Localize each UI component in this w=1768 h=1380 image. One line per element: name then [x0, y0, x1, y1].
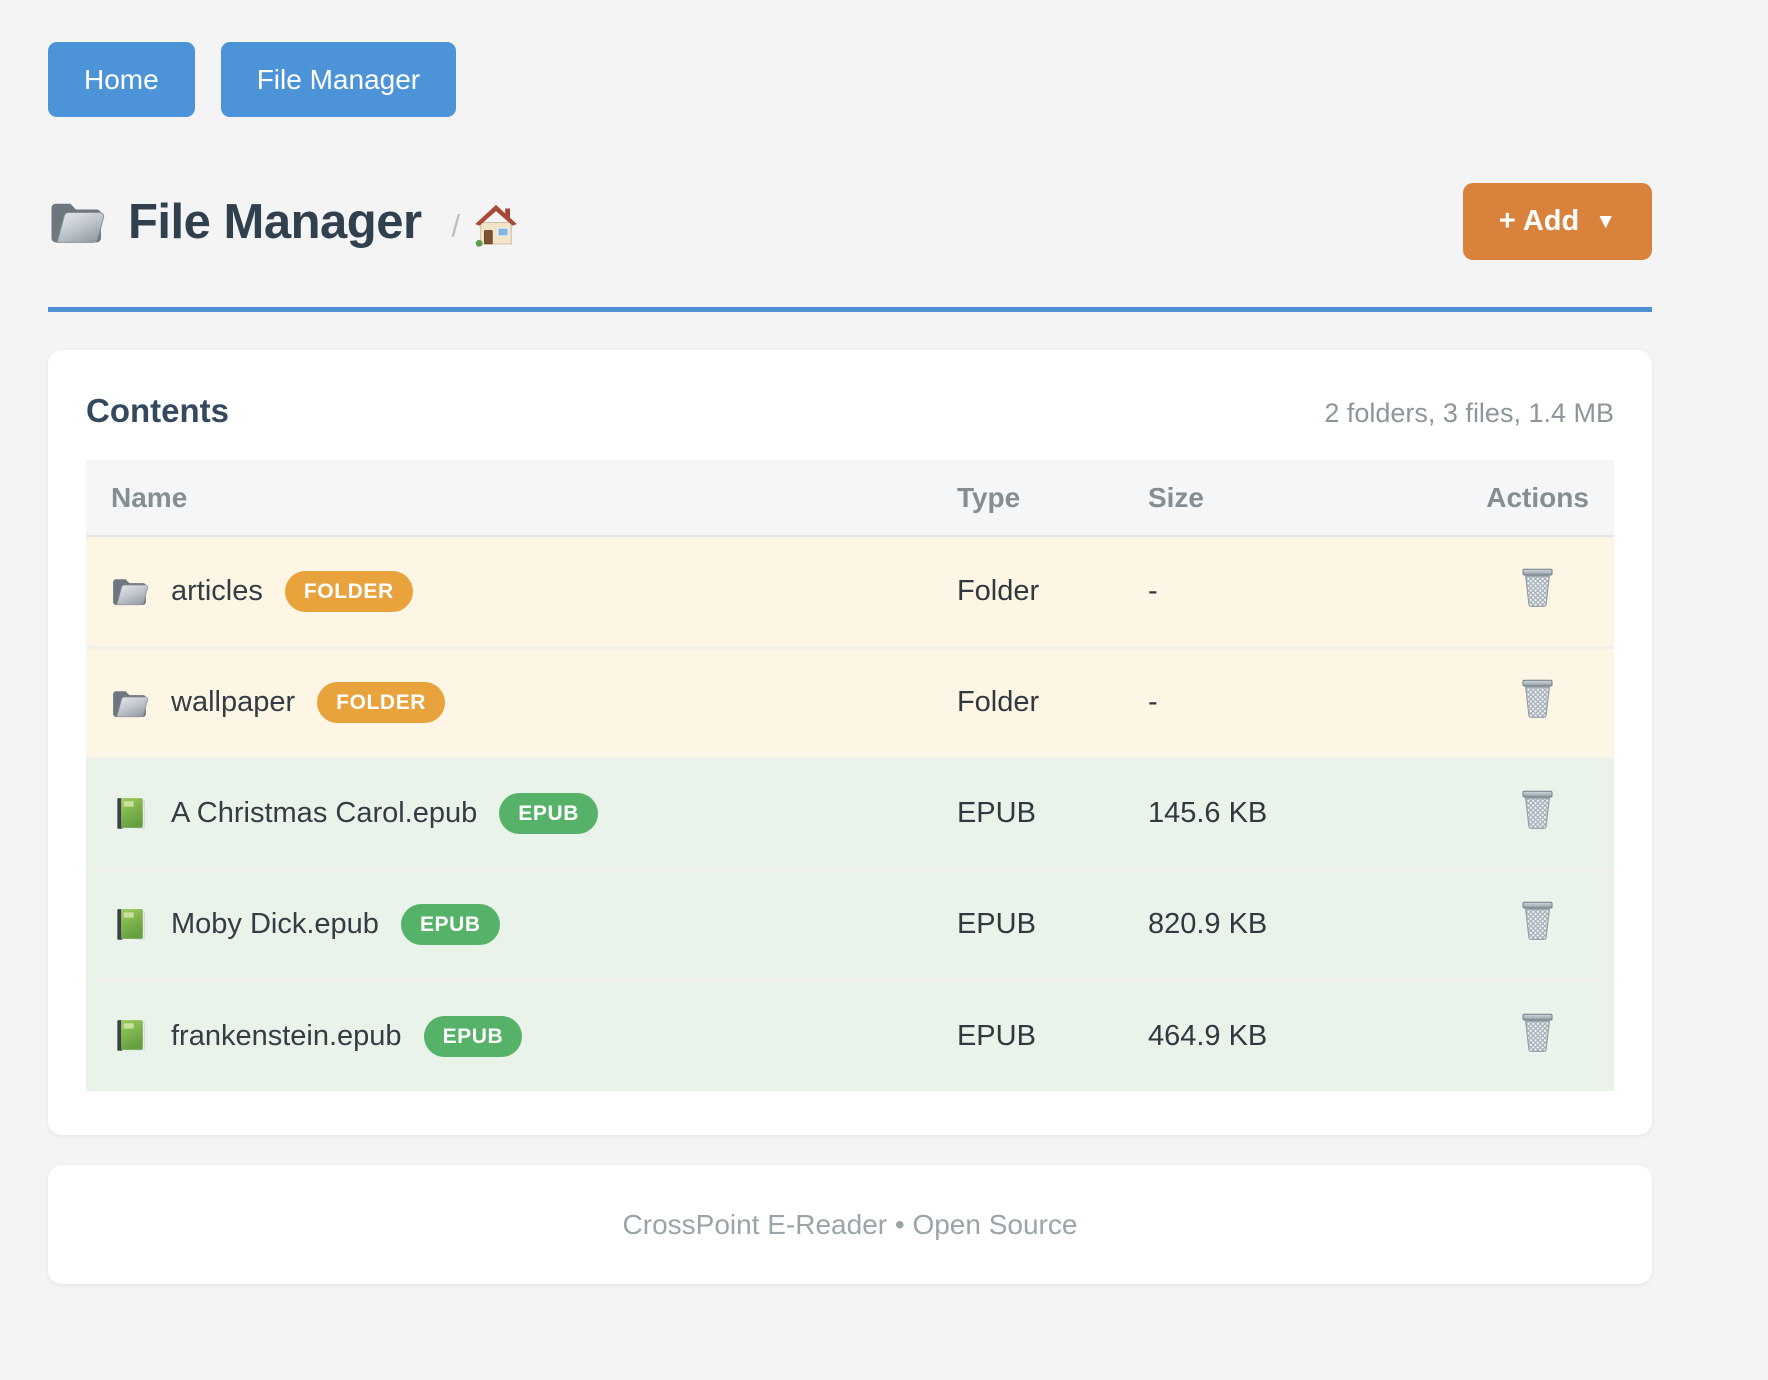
file-name[interactable]: frankenstein.epub — [171, 1019, 402, 1052]
caret-down-icon: ▼ — [1595, 209, 1616, 233]
type-cell: EPUB — [956, 1019, 1036, 1052]
size-cell: 145.6 KB — [1147, 797, 1268, 829]
column-header-size: Size — [1147, 460, 1462, 537]
book-icon — [111, 1017, 149, 1055]
size-cell: 464.9 KB — [1147, 1019, 1268, 1052]
table-row: frankenstein.epub EPUB EPUB 464.9 KB — [86, 980, 1614, 1091]
column-header-type: Type — [956, 460, 1148, 537]
trash-icon — [1519, 567, 1556, 608]
table-row: wallpaper FOLDER Folder - — [86, 647, 1614, 758]
book-icon — [111, 795, 149, 833]
size-cell: - — [1147, 574, 1158, 607]
table-row: articles FOLDER Folder - — [86, 536, 1614, 647]
type-badge: FOLDER — [317, 682, 446, 723]
nav-file-manager-button[interactable]: File Manager — [220, 42, 457, 117]
table-header-row: Name Type Size Actions — [86, 460, 1614, 537]
table-row: Moby Dick.epub EPUB EPUB 820.9 KB — [86, 869, 1614, 980]
type-badge: EPUB — [499, 793, 598, 834]
type-badge: EPUB — [400, 904, 500, 945]
folder-icon — [111, 684, 149, 722]
top-nav: Home File Manager — [48, 0, 1652, 117]
file-name[interactable]: Moby Dick.epub — [171, 908, 379, 940]
page-title: File Manager — [128, 194, 422, 249]
contents-heading: Contents — [86, 392, 229, 429]
delete-button[interactable] — [1519, 1012, 1556, 1053]
footer-card: CrossPoint E-Reader • Open Source — [48, 1165, 1652, 1284]
nav-home-button[interactable]: Home — [48, 42, 195, 117]
trash-icon — [1519, 678, 1556, 719]
trash-icon — [1519, 900, 1556, 941]
add-button-label: + Add — [1498, 205, 1580, 237]
contents-summary: 2 folders, 3 files, 1.4 MB — [1324, 398, 1614, 428]
delete-button[interactable] — [1519, 567, 1556, 608]
delete-button[interactable] — [1519, 789, 1556, 830]
delete-button[interactable] — [1519, 678, 1556, 719]
column-header-actions: Actions — [1461, 460, 1614, 537]
page-header: File Manager / + Add ▼ — [48, 183, 1652, 260]
contents-card: Contents 2 folders, 3 files, 1.4 MB Name… — [48, 350, 1652, 1135]
type-badge: FOLDER — [284, 570, 413, 612]
folder-icon — [48, 196, 106, 247]
title-group: File Manager / — [48, 194, 518, 250]
trash-icon — [1519, 789, 1556, 830]
size-cell: - — [1147, 686, 1158, 718]
delete-button[interactable] — [1519, 900, 1556, 941]
folder-icon — [111, 572, 149, 610]
contents-card-header: Contents 2 folders, 3 files, 1.4 MB — [86, 392, 1614, 430]
breadcrumb-separator: / — [451, 207, 461, 243]
type-cell: Folder — [956, 574, 1040, 607]
type-badge: EPUB — [423, 1015, 523, 1057]
title-divider — [48, 307, 1652, 312]
file-table: Name Type Size Actions articles FOLDER F… — [86, 460, 1614, 1091]
file-name[interactable]: articles — [171, 574, 263, 607]
trash-icon — [1519, 1012, 1556, 1053]
home-icon[interactable] — [474, 203, 518, 247]
page: Home File Manager File Manager / + Add ▼… — [48, 0, 1652, 1284]
table-row: A Christmas Carol.epub EPUB EPUB 145.6 K… — [86, 758, 1614, 869]
book-icon — [111, 906, 149, 944]
type-cell: EPUB — [956, 908, 1036, 940]
footer-text: CrossPoint E-Reader • Open Source — [622, 1208, 1078, 1240]
type-cell: EPUB — [956, 797, 1036, 829]
column-header-name: Name — [86, 460, 957, 537]
size-cell: 820.9 KB — [1147, 908, 1268, 940]
file-name[interactable]: A Christmas Carol.epub — [171, 797, 478, 829]
type-cell: Folder — [956, 686, 1040, 718]
file-name[interactable]: wallpaper — [171, 686, 296, 718]
add-button[interactable]: + Add ▼ — [1462, 183, 1652, 260]
